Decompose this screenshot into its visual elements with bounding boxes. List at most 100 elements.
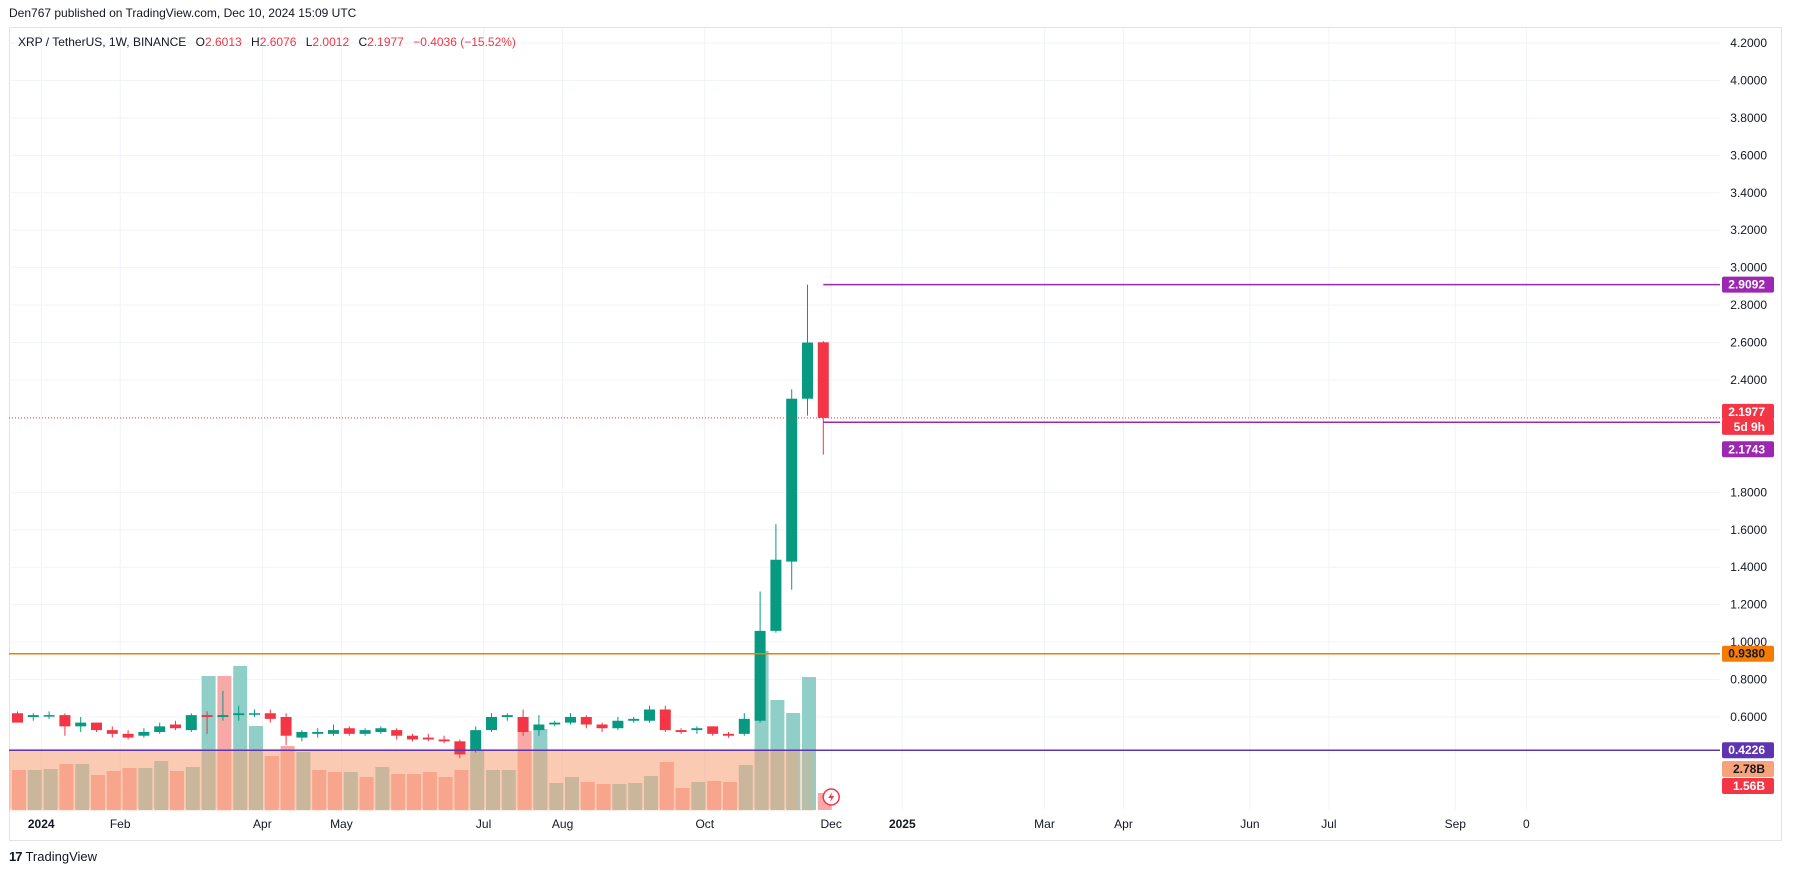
- volume-bar: [644, 776, 658, 810]
- price-tag-2-9092: 2.9092: [1722, 276, 1774, 293]
- candle-body: [233, 713, 245, 716]
- volume-tag-1-56b-bg: [1722, 778, 1774, 794]
- candle-body: [770, 559, 782, 631]
- volume-bar: [27, 770, 42, 810]
- volume-bar: [12, 770, 26, 810]
- y-tick-label: 1.0000: [1730, 635, 1767, 649]
- x-tick-label: Jun: [1240, 817, 1259, 831]
- price-tag-2-1743-bg: [1722, 441, 1774, 458]
- tradingview-logo-icon: 17: [9, 849, 23, 864]
- x-tick-label: 0: [1523, 817, 1530, 831]
- volume-bar: [770, 700, 785, 810]
- volume-bar: [723, 782, 737, 810]
- y-tick-label: 0.6000: [1730, 710, 1767, 724]
- volume-bar: [438, 777, 453, 810]
- volume-tag-1-56b: 1.56B: [1722, 778, 1774, 794]
- tradingview-footer[interactable]: 17 TradingView: [9, 849, 97, 864]
- volume-bar: [707, 781, 722, 810]
- volume-bar: [201, 676, 216, 810]
- symbol-label[interactable]: XRP / TetherUS, 1W, BINANCE: [18, 35, 187, 49]
- candle-body: [422, 737, 434, 740]
- candle-body: [328, 730, 339, 734]
- y-tick-label: 4.2000: [1730, 36, 1767, 50]
- candle-body: [628, 718, 640, 721]
- high-label: H: [251, 35, 260, 49]
- y-tick-label: 1.4000: [1730, 560, 1767, 574]
- candle-body: [170, 724, 181, 729]
- candle-body: [533, 724, 545, 731]
- open-label: O: [195, 35, 205, 49]
- candle-body: [644, 709, 655, 721]
- y-tick-label: 3.2000: [1730, 223, 1767, 237]
- candle-body: [185, 715, 197, 731]
- volume-bar: [691, 782, 706, 810]
- volume-bar: [249, 726, 263, 810]
- volume-bar: [122, 768, 137, 810]
- price-tag-0-4226-bg: [1722, 742, 1774, 759]
- candle-body: [407, 735, 418, 740]
- volume-bar: [59, 764, 74, 810]
- x-tick-label: 2025: [889, 817, 916, 831]
- tradingview-brand: TradingView: [25, 849, 98, 864]
- candle-body: [122, 733, 134, 738]
- volume-bar: [185, 767, 200, 810]
- volume-bar: [296, 752, 311, 810]
- volume-bar: [454, 770, 469, 810]
- volume-bar: [217, 676, 232, 810]
- candle-body: [470, 730, 482, 751]
- candle-body: [75, 722, 87, 727]
- price-tag-2-9092-text: 2.9092: [1728, 278, 1765, 292]
- candle-body: [312, 731, 324, 734]
- candle-body: [691, 728, 703, 731]
- lightning-event-icon: [822, 788, 840, 806]
- x-tick-label: Oct: [695, 817, 714, 831]
- candle-body: [264, 713, 276, 719]
- y-tick-label: 2.8000: [1730, 298, 1767, 312]
- y-tick-label: 3.6000: [1730, 148, 1767, 162]
- y-tick-label: 4.0000: [1730, 73, 1767, 87]
- candle-body: [786, 398, 798, 562]
- candle-body: [217, 715, 229, 717]
- ohlc-legend: XRP / TetherUS, 1W, BINANCE O2.6013 H2.6…: [18, 35, 516, 49]
- candle-body: [438, 739, 450, 742]
- y-tick-label: 3.8000: [1730, 111, 1767, 125]
- price-tag-0-9380-bg: [1722, 645, 1774, 662]
- volume-bar: [375, 767, 390, 810]
- published-caption: Den767 published on TradingView.com, Dec…: [9, 6, 357, 20]
- volume-bar: [596, 784, 611, 810]
- y-tick-label: 2.4000: [1730, 373, 1767, 387]
- volume-bar: [138, 768, 153, 810]
- candle-body: [249, 713, 260, 715]
- volume-bar: [565, 777, 579, 810]
- x-tick-label: Jul: [1321, 817, 1336, 831]
- volume-bar: [233, 666, 248, 810]
- x-tick-label: Apr: [1114, 817, 1133, 831]
- candle-body: [343, 728, 355, 734]
- volume-bar: [612, 784, 627, 810]
- high-value: 2.6076: [259, 35, 297, 49]
- candle-body: [596, 724, 608, 729]
- volume-bar: [486, 770, 500, 810]
- candle-body: [612, 720, 624, 729]
- price-tag-0-4226: 0.4226: [1722, 742, 1774, 759]
- candle-body: [501, 715, 513, 717]
- x-tick-label: Jul: [476, 817, 491, 831]
- candle-body: [391, 730, 403, 736]
- volume-bar: [533, 729, 548, 810]
- volume-bar: [802, 677, 816, 810]
- candle-body: [707, 726, 719, 734]
- candle-body: [659, 709, 671, 731]
- candle-body: [106, 730, 118, 734]
- volume-bar: [75, 764, 90, 810]
- volume-bar: [422, 772, 437, 810]
- volume-bar: [106, 771, 121, 810]
- volume-tag-2-78b: 2.78B: [1722, 761, 1774, 777]
- volume-bar: [391, 774, 406, 810]
- candle-body: [738, 718, 750, 734]
- volume-tag-2-78b-text: 2.78B: [1733, 762, 1765, 776]
- volume-bar: [628, 783, 643, 810]
- price-tag-0-4226-text: 0.4226: [1728, 743, 1765, 757]
- price-tag-0-9380-text: 0.9380: [1728, 647, 1765, 661]
